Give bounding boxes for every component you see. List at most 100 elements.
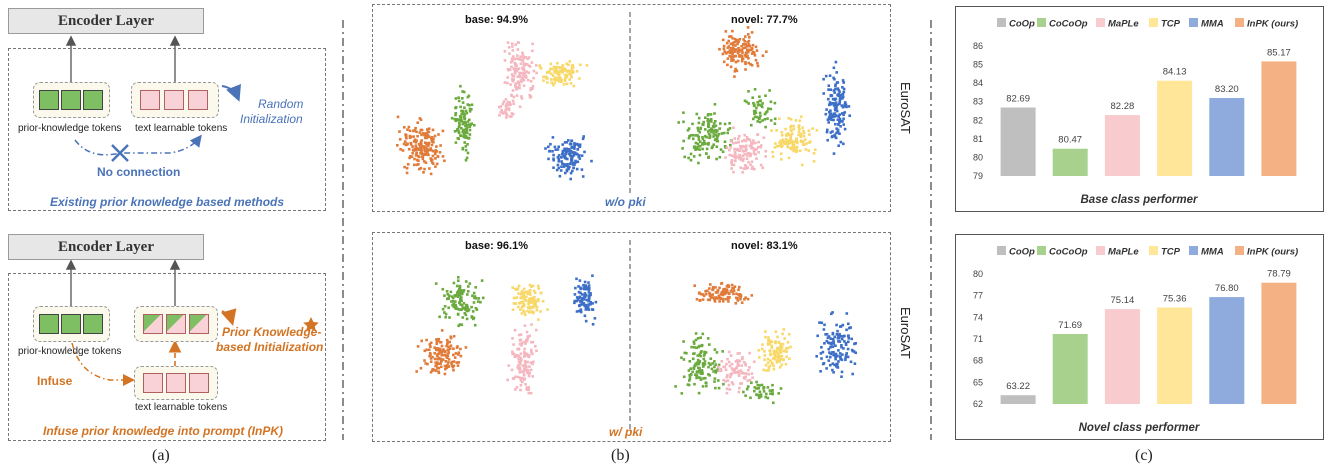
tsne-point <box>775 349 778 352</box>
tsne-point <box>519 359 523 363</box>
tsne-point <box>435 340 439 343</box>
tsne-point <box>757 151 760 154</box>
tsne-point <box>438 151 442 154</box>
tsne-point <box>794 148 797 152</box>
tsne-point <box>466 293 469 296</box>
tsne-point <box>561 151 565 154</box>
tsne-point <box>846 347 850 351</box>
tsne-point <box>780 134 784 137</box>
tsne-point <box>529 301 532 304</box>
infused-token <box>143 314 163 334</box>
tsne-point <box>793 140 796 144</box>
tsne-point <box>778 117 781 120</box>
tsne-point <box>520 344 523 347</box>
tsne-point <box>750 160 754 164</box>
tsne-point <box>839 325 842 328</box>
tsne-point <box>752 152 756 155</box>
tsne-point <box>831 331 835 335</box>
tsne-point <box>552 166 555 169</box>
tsne-point <box>742 43 745 46</box>
tsne-point <box>526 57 529 61</box>
tsne-point <box>501 102 505 106</box>
tsne-point <box>827 359 830 362</box>
tsne-point <box>443 372 447 376</box>
tsne-point <box>547 145 550 149</box>
legend-label: InPK (ours) <box>1247 19 1298 30</box>
tsne-point <box>736 42 739 46</box>
tsne-point <box>564 152 568 155</box>
tsne-point <box>752 360 756 363</box>
prior-token <box>61 90 81 110</box>
bar <box>1104 309 1140 404</box>
tsne-point <box>837 115 841 118</box>
y-tick-label: 71 <box>973 334 983 344</box>
tsne-point <box>739 369 743 372</box>
tsne-point <box>838 100 842 104</box>
tsne-point <box>512 377 516 380</box>
tsne-point <box>567 147 571 151</box>
tsne-point <box>734 141 738 145</box>
tsne-point <box>833 77 836 81</box>
tsne-point <box>421 157 425 161</box>
tsne-point <box>407 147 411 151</box>
y-tick-label: 86 <box>973 41 983 51</box>
tsne-cluster <box>757 328 792 372</box>
tsne-point <box>462 135 466 139</box>
tsne-point <box>719 292 723 296</box>
tsne-point <box>431 368 435 371</box>
tsne-point <box>476 300 480 303</box>
tsne-point <box>754 141 757 145</box>
tsne-point <box>403 140 407 143</box>
tsne-point <box>568 60 572 63</box>
tsne-point <box>419 366 423 370</box>
tsne-point <box>701 385 705 388</box>
tsne-point <box>773 117 777 121</box>
tsne-point <box>518 366 521 370</box>
tsne-point <box>550 67 553 71</box>
tsne-point <box>527 374 531 378</box>
tsne-point <box>457 99 461 103</box>
tsne-point <box>697 116 701 120</box>
tsne-point <box>759 163 763 167</box>
tsne-point <box>576 298 580 302</box>
tsne-point <box>729 146 733 149</box>
tsne-point <box>434 165 437 168</box>
tsne-point <box>827 97 830 101</box>
tsne-point <box>510 94 513 97</box>
tsne-point <box>441 358 445 361</box>
tsne-point <box>774 330 778 333</box>
tsne-point <box>714 363 717 366</box>
bar <box>1000 107 1036 176</box>
tsne-point <box>535 305 539 309</box>
tsne-point <box>727 39 730 43</box>
tsne-point <box>747 61 750 65</box>
tsne-point <box>468 110 472 113</box>
tsne-point <box>787 116 791 120</box>
tsne-point <box>574 161 577 164</box>
tsne-point <box>535 71 538 75</box>
tsne-point <box>413 147 417 151</box>
tsne-point <box>729 46 733 50</box>
tsne-point <box>563 69 566 72</box>
tsne-point <box>750 123 753 127</box>
tsne-point <box>794 119 798 122</box>
tsne-point <box>724 368 728 372</box>
tsne-point <box>567 152 571 155</box>
tsne-point <box>853 342 856 346</box>
tsne-point <box>728 153 731 157</box>
tsne-point <box>750 141 753 144</box>
tsne-point <box>446 353 449 356</box>
tsne-point <box>733 368 736 371</box>
tsne-point <box>470 108 473 111</box>
tsne-point <box>830 341 834 345</box>
tsne-point <box>780 131 784 134</box>
tsne-cluster <box>538 60 589 88</box>
tsne-point <box>457 125 461 129</box>
tsne-point <box>441 307 445 311</box>
tsne-point <box>516 41 520 44</box>
tsne-point <box>746 154 749 157</box>
tsne-point <box>709 357 713 360</box>
tsne-point <box>462 302 466 305</box>
tsne-point <box>707 143 710 146</box>
tsne-point <box>535 328 538 332</box>
